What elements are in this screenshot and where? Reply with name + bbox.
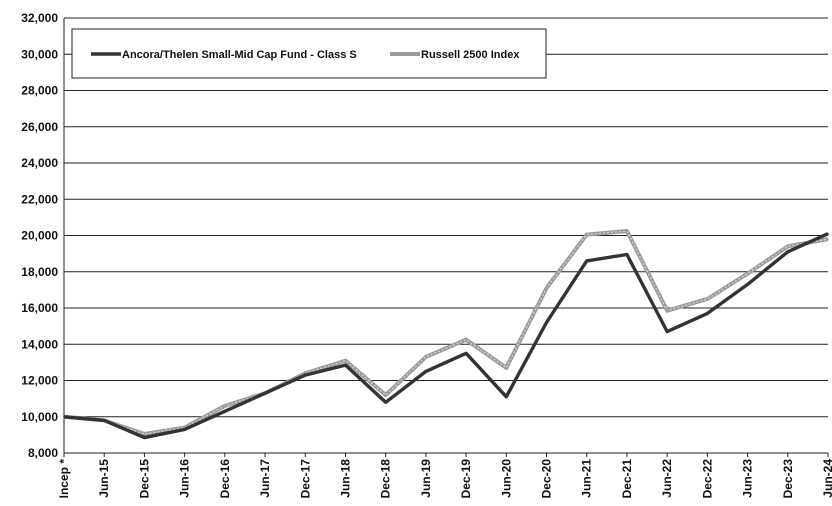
data-point bbox=[545, 321, 548, 324]
data-point bbox=[63, 415, 65, 418]
y-tick-label: 22,000 bbox=[21, 192, 58, 206]
y-tick-label: 16,000 bbox=[21, 301, 58, 315]
data-point bbox=[706, 312, 709, 315]
data-point bbox=[344, 359, 347, 362]
data-point bbox=[585, 233, 588, 236]
x-tick-label: Jun-20 bbox=[499, 459, 513, 498]
x-tick-label: Dec-23 bbox=[781, 459, 795, 499]
data-point bbox=[465, 352, 467, 355]
y-tick-label: 10,000 bbox=[21, 410, 58, 424]
data-point bbox=[465, 338, 467, 341]
legend-label-index: Russell 2500 Index bbox=[421, 49, 520, 61]
data-point bbox=[626, 230, 628, 232]
x-tick-label: Jun-16 bbox=[178, 459, 192, 498]
y-axis-tick-labels: 8,000 10,000 12,000 14,000 16,000 18,000 20,00… bbox=[21, 11, 58, 460]
x-tick-label: Dec-17 bbox=[298, 459, 312, 499]
y-tick-label: 24,000 bbox=[21, 156, 58, 170]
x-tick-label: Jun-15 bbox=[97, 459, 111, 498]
x-tick-label: Jun-21 bbox=[580, 459, 594, 498]
data-point bbox=[666, 330, 668, 333]
y-tick-label: 30,000 bbox=[21, 47, 58, 61]
data-point bbox=[384, 394, 387, 396]
data-point bbox=[344, 364, 347, 366]
y-tick-label: 12,000 bbox=[21, 374, 58, 388]
legend-label-fund: Ancora/Thelen Small-Mid Cap Fund - Class… bbox=[122, 49, 357, 61]
x-tick-label: Jun-23 bbox=[741, 459, 755, 498]
x-tick-label: Incep * bbox=[57, 459, 71, 499]
x-tick-label: Dec-15 bbox=[137, 459, 151, 499]
data-point bbox=[827, 238, 829, 240]
x-tick-label: Dec-19 bbox=[459, 459, 473, 499]
data-point bbox=[545, 287, 548, 289]
data-point bbox=[505, 396, 508, 398]
data-point bbox=[505, 367, 508, 369]
x-tick-label: Jun-18 bbox=[338, 459, 352, 498]
series-line-index bbox=[63, 229, 829, 436]
data-point bbox=[626, 253, 628, 256]
x-tick-label: Dec-21 bbox=[620, 459, 634, 499]
y-tick-label: 14,000 bbox=[21, 337, 58, 351]
series-line-index-texture bbox=[63, 230, 829, 435]
data-point bbox=[425, 356, 427, 358]
x-tick-label: Dec-20 bbox=[540, 459, 554, 499]
y-tick-label: 32,000 bbox=[21, 11, 58, 25]
data-point bbox=[585, 260, 588, 262]
y-tick-label: 26,000 bbox=[21, 120, 58, 134]
axes bbox=[63, 18, 829, 457]
data-point bbox=[786, 251, 789, 253]
data-point bbox=[183, 428, 186, 431]
y-tick-label: 20,000 bbox=[21, 229, 58, 243]
y-tick-label: 18,000 bbox=[21, 265, 58, 279]
data-point bbox=[666, 309, 668, 312]
y-tick-label: 8,000 bbox=[28, 446, 58, 460]
x-tick-label: Jun-19 bbox=[419, 459, 433, 498]
data-point bbox=[143, 436, 146, 439]
data-point bbox=[827, 232, 829, 235]
legend-box bbox=[71, 28, 547, 79]
data-point bbox=[304, 374, 307, 376]
x-tick-label: Dec-18 bbox=[379, 459, 393, 499]
x-tick-label: Dec-22 bbox=[700, 459, 714, 499]
data-point bbox=[224, 405, 226, 407]
legend: Ancora/Thelen Small-Mid Cap Fund - Class… bbox=[71, 28, 547, 79]
data-point bbox=[746, 272, 749, 275]
x-tick-label: Dec-16 bbox=[218, 459, 232, 499]
x-tick-label: Jun-17 bbox=[258, 459, 272, 498]
data-point bbox=[786, 245, 789, 248]
x-tick-label: Jun-22 bbox=[660, 459, 674, 498]
data-point bbox=[103, 419, 106, 422]
data-point bbox=[746, 283, 749, 286]
data-point bbox=[384, 401, 387, 404]
data-point bbox=[143, 433, 146, 435]
data-point bbox=[224, 410, 226, 413]
data-point bbox=[425, 370, 427, 373]
y-tick-label: 28,000 bbox=[21, 84, 58, 98]
series-lines bbox=[63, 229, 829, 440]
x-axis-tick-labels: Incep * Jun-15 Dec-15 Jun-16 Dec-16 Jun-17 Dec… bbox=[57, 459, 832, 499]
data-point bbox=[264, 392, 266, 394]
series-line-fund bbox=[63, 232, 829, 440]
data-point bbox=[706, 298, 709, 300]
x-tick-label: Jun-24 bbox=[821, 459, 832, 498]
